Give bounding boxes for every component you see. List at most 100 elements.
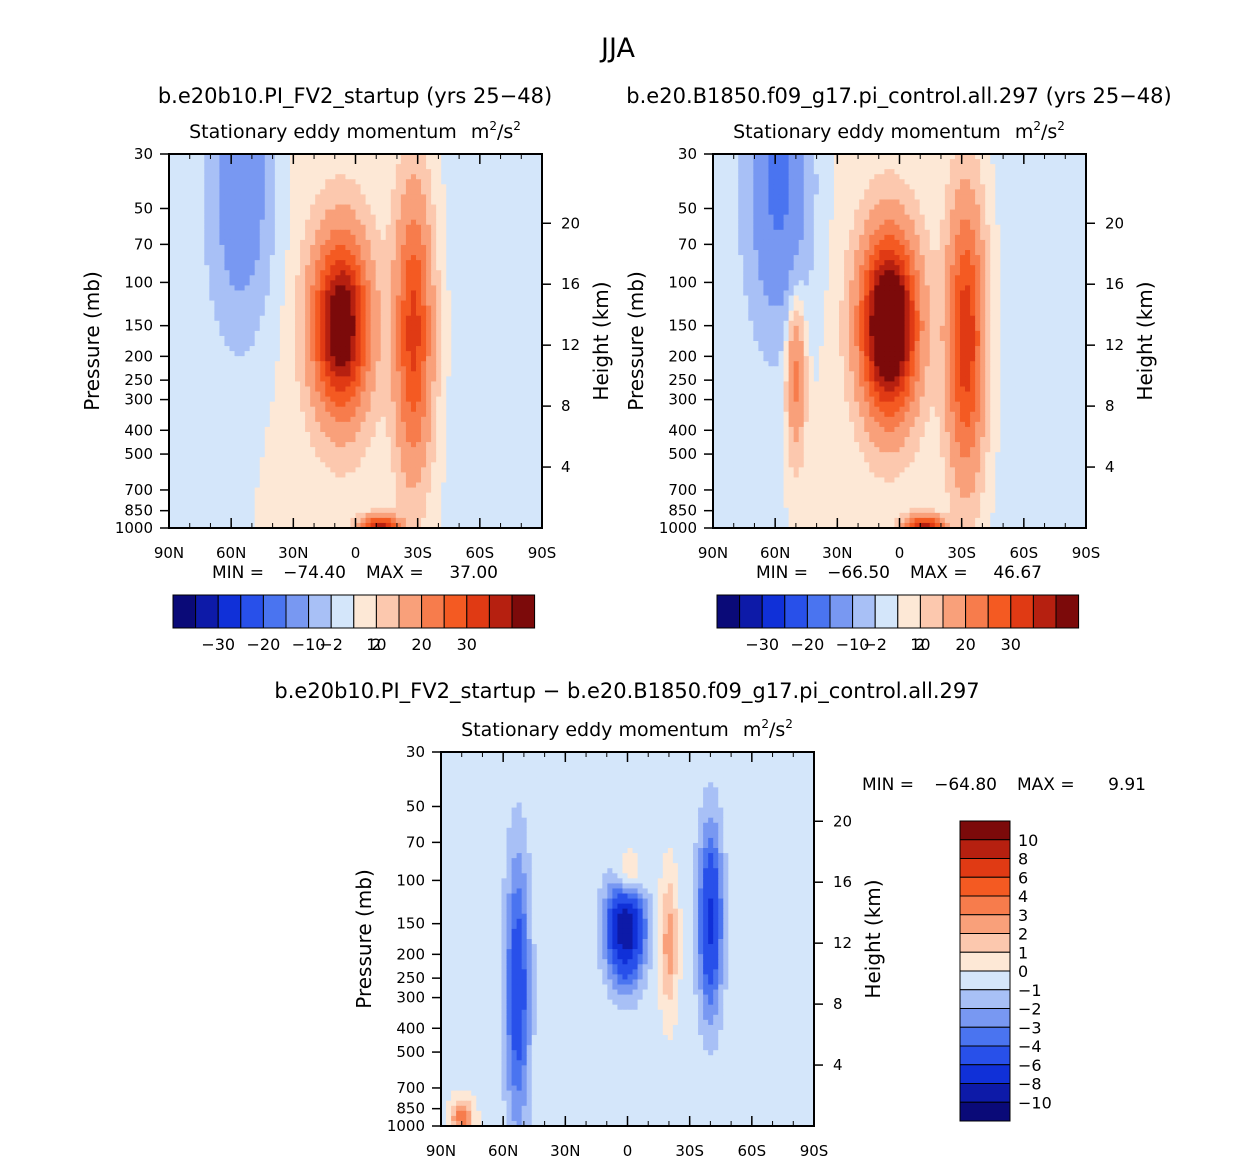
- contour-cell: [360, 351, 367, 357]
- contour-cell: [365, 477, 372, 484]
- contour-cell: [385, 310, 392, 317]
- contour-cell: [380, 487, 387, 494]
- contour-cell: [360, 164, 367, 170]
- contour-cell: [279, 381, 286, 388]
- contour-cell: [526, 361, 533, 367]
- contour-cell: [370, 351, 377, 357]
- contour-cell: [239, 320, 246, 327]
- contour-cell: [466, 174, 473, 180]
- contour-cell: [350, 320, 357, 327]
- contour-cell: [330, 244, 336, 251]
- contour-cell: [325, 154, 331, 160]
- contour-cell: [224, 406, 231, 413]
- contour-cell: [521, 164, 528, 170]
- contour-cell: [305, 411, 311, 418]
- contour-cell: [476, 325, 483, 332]
- contour-cell: [365, 487, 372, 494]
- contour-cell: [315, 467, 321, 473]
- contour-cell: [390, 159, 397, 165]
- contour-cell: [345, 320, 352, 327]
- contour-cell: [310, 209, 316, 216]
- contour-cell: [325, 255, 331, 261]
- contour-cell: [491, 361, 498, 367]
- contour-cell: [315, 214, 321, 221]
- contour-cell: [239, 189, 246, 196]
- contour-cell: [481, 335, 488, 342]
- contour-cell: [410, 376, 417, 383]
- contour-cell: [461, 174, 467, 180]
- contour-cell: [446, 401, 452, 408]
- contour-cell: [244, 381, 251, 388]
- contour-cell: [315, 391, 321, 398]
- contour-cell: [415, 457, 422, 463]
- contour-cell: [219, 184, 226, 190]
- contour-cell: [446, 462, 452, 468]
- contour-cell: [536, 411, 542, 418]
- contour-cell: [421, 351, 427, 357]
- contour-cell: [501, 452, 508, 458]
- contour-cell: [204, 169, 210, 175]
- contour-cell: [289, 310, 296, 317]
- contour-cell: [209, 280, 215, 286]
- contour-cell: [395, 361, 402, 367]
- contour-cell: [204, 250, 210, 256]
- contour-cell: [521, 214, 528, 221]
- contour-cell: [501, 391, 508, 398]
- contour-cell: [224, 376, 231, 383]
- contour-cell: [476, 224, 483, 231]
- contour-cell: [310, 285, 316, 292]
- contour-cell: [274, 416, 281, 423]
- contour-cell: [471, 154, 478, 160]
- contour-cell: [335, 487, 341, 494]
- contour-cell: [254, 406, 261, 413]
- contour-cell: [320, 204, 326, 211]
- contour-cell: [426, 159, 432, 165]
- contour-cell: [501, 341, 508, 347]
- contour-cell: [385, 477, 392, 484]
- contour-cell: [269, 351, 276, 357]
- contour-cell: [526, 477, 533, 484]
- contour-cell: [300, 492, 306, 499]
- contour-cell: [456, 229, 462, 236]
- contour-cell: [531, 179, 538, 185]
- contour-cell: [491, 239, 498, 246]
- contour-cell: [491, 482, 498, 489]
- contour-cell: [370, 199, 377, 206]
- contour-cell: [536, 260, 542, 266]
- contour-cell: [340, 447, 347, 453]
- contour-cell: [355, 219, 362, 226]
- contour-cell: [209, 371, 215, 377]
- contour-cell: [224, 356, 231, 362]
- contour-cell: [325, 426, 331, 433]
- contour-cell: [501, 189, 508, 196]
- contour-cell: [511, 219, 518, 226]
- contour-cell: [471, 199, 478, 206]
- contour-cell: [511, 351, 518, 357]
- contour-cell: [476, 310, 483, 317]
- contour-cell: [269, 346, 276, 352]
- contour-cell: [481, 346, 488, 352]
- contour-cell: [229, 244, 236, 251]
- contour-cell: [405, 239, 412, 246]
- contour-cell: [466, 406, 473, 413]
- contour-cell: [385, 270, 392, 276]
- contour-cell: [531, 376, 538, 383]
- contour-cell: [274, 260, 281, 266]
- contour-cell: [194, 189, 200, 196]
- contour-cell: [360, 209, 367, 216]
- contour-cell: [310, 391, 316, 398]
- contour-cell: [415, 194, 422, 201]
- contour-cell: [385, 265, 392, 271]
- contour-cell: [209, 411, 215, 418]
- contour-cell: [259, 290, 266, 297]
- contour-cell: [264, 325, 271, 332]
- contour-cell: [350, 244, 357, 251]
- contour-cell: [345, 381, 352, 388]
- contour-cell: [355, 442, 362, 448]
- contour-cell: [249, 401, 256, 408]
- contour-cell: [456, 250, 462, 256]
- contour-cell: [189, 325, 195, 332]
- contour-cell: [224, 325, 231, 332]
- contour-cell: [446, 371, 452, 377]
- contour-cell: [179, 184, 185, 190]
